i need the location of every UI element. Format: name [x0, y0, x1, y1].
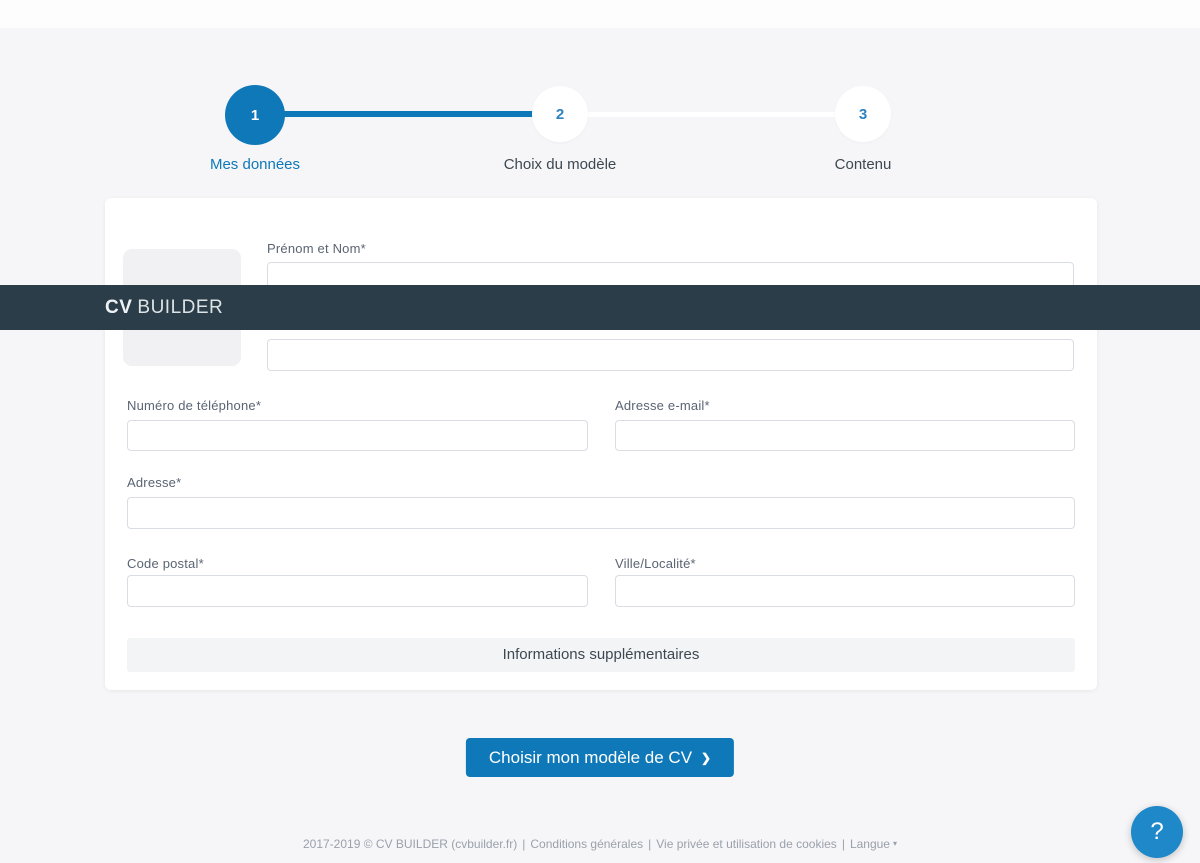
name-label: Prénom et Nom*	[267, 241, 366, 256]
caret-down-icon: ▾	[892, 839, 897, 848]
footer-separator: |	[522, 837, 526, 851]
extra-info-toggle[interactable]: Informations supplémentaires	[127, 638, 1075, 672]
personal-data-form-card: Prénom et Nom* Numéro de téléphone* Adre…	[105, 198, 1097, 690]
step-2-circle[interactable]: 2	[532, 86, 588, 142]
email-label: Adresse e-mail*	[615, 398, 710, 413]
step-1-label[interactable]: Mes données	[209, 156, 301, 173]
step-3-label[interactable]: Contenu	[834, 156, 892, 173]
footer-separator: |	[841, 837, 845, 851]
step-2-number: 2	[555, 105, 565, 123]
step-3-circle[interactable]: 3	[835, 86, 891, 142]
footer-separator: |	[648, 837, 652, 851]
help-button[interactable]: ?	[1131, 806, 1183, 858]
postal-code-input[interactable]	[127, 575, 588, 607]
footer: 2017-2019 © CV BUILDER (cvbuilder.fr) | Co…	[0, 837, 1200, 851]
footer-link-privacy[interactable]: Vie privée et utilisation de cookies	[656, 837, 837, 851]
question-mark-icon: ?	[1150, 818, 1164, 845]
brand-cv: CV	[105, 296, 133, 318]
stepper-connector-inactive	[560, 112, 863, 117]
second-field-input[interactable]	[267, 339, 1074, 371]
phone-input[interactable]	[127, 420, 588, 451]
address-input[interactable]	[127, 497, 1075, 529]
choose-template-label: Choisir mon modèle de CV	[488, 747, 693, 767]
step-1-number: 1	[250, 106, 260, 124]
city-label: Ville/Localité*	[615, 556, 696, 571]
choose-template-button[interactable]: Choisir mon modèle de CV ❯	[465, 738, 735, 777]
footer-link-conditions[interactable]: Conditions générales	[530, 837, 644, 851]
brand-builder: BUILDER	[137, 296, 224, 318]
chevron-right-icon: ❯	[701, 750, 712, 765]
postal-code-label: Code postal*	[127, 556, 204, 571]
city-input[interactable]	[615, 575, 1075, 607]
footer-link-language[interactable]: Langue	[849, 837, 890, 851]
top-strip	[0, 0, 1200, 28]
footer-copyright: 2017-2019 © CV BUILDER (cvbuilder.fr)	[302, 837, 518, 851]
brand-logo[interactable]: CV BUILDER	[105, 297, 223, 319]
step-2-label[interactable]: Choix du modèle	[503, 156, 617, 173]
address-label: Adresse*	[127, 475, 182, 490]
email-input[interactable]	[615, 420, 1075, 451]
stepper-connector-active	[255, 111, 560, 117]
top-navbar: CV BUILDER	[0, 285, 1200, 330]
phone-label: Numéro de téléphone*	[127, 398, 262, 413]
step-3-number: 3	[858, 105, 868, 123]
step-1-circle[interactable]: 1	[225, 85, 285, 145]
